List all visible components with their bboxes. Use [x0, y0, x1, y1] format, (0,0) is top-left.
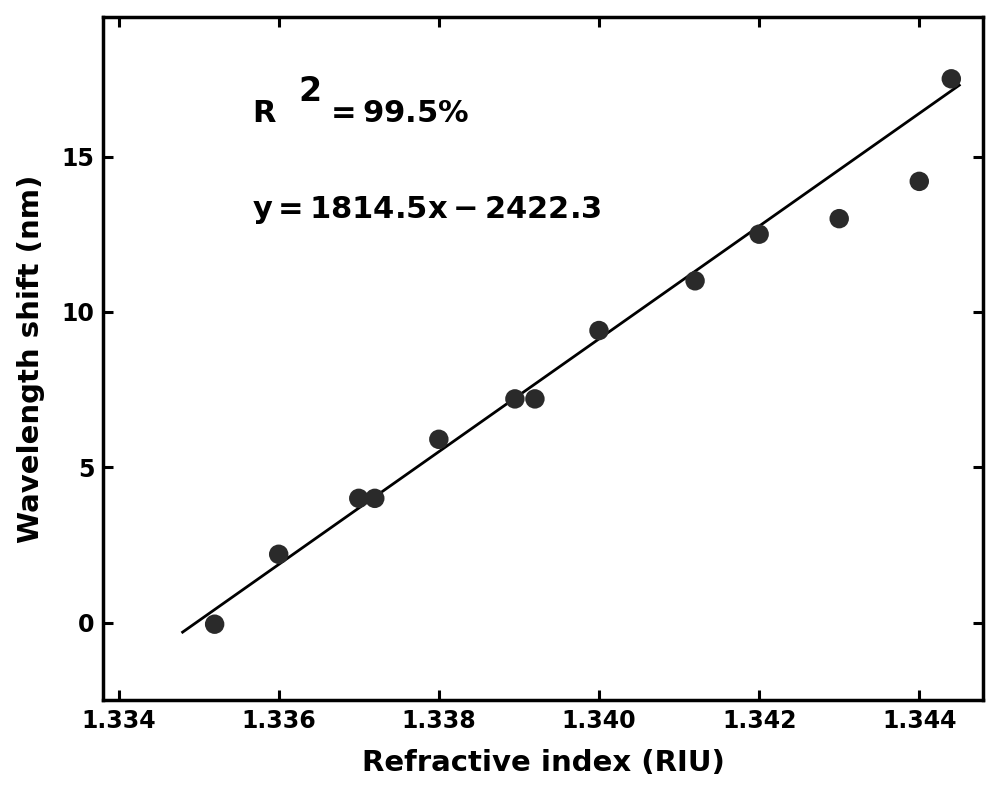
Point [687, 275, 703, 287]
Text: $\mathbf{=99.5\%}$: $\mathbf{=99.5\%}$ [325, 98, 470, 128]
Text: $\mathbf{y=1814.5x-2422.3}$: $\mathbf{y=1814.5x-2422.3}$ [252, 195, 602, 226]
Point [367, 492, 383, 505]
Text: $\mathbf{2}$: $\mathbf{2}$ [298, 75, 320, 108]
Point [527, 392, 543, 405]
Point [943, 72, 959, 85]
Point [751, 228, 767, 241]
Point [431, 433, 447, 445]
Point [831, 212, 847, 225]
Point [351, 492, 367, 505]
Text: $\mathbf{R}$: $\mathbf{R}$ [252, 98, 277, 128]
Point [911, 175, 927, 187]
Point [507, 392, 523, 405]
Point [207, 618, 223, 630]
Point [271, 548, 287, 561]
X-axis label: Refractive index (RIU): Refractive index (RIU) [362, 750, 724, 777]
Y-axis label: Wavelength shift (nm): Wavelength shift (nm) [17, 175, 45, 542]
Point [591, 324, 607, 337]
